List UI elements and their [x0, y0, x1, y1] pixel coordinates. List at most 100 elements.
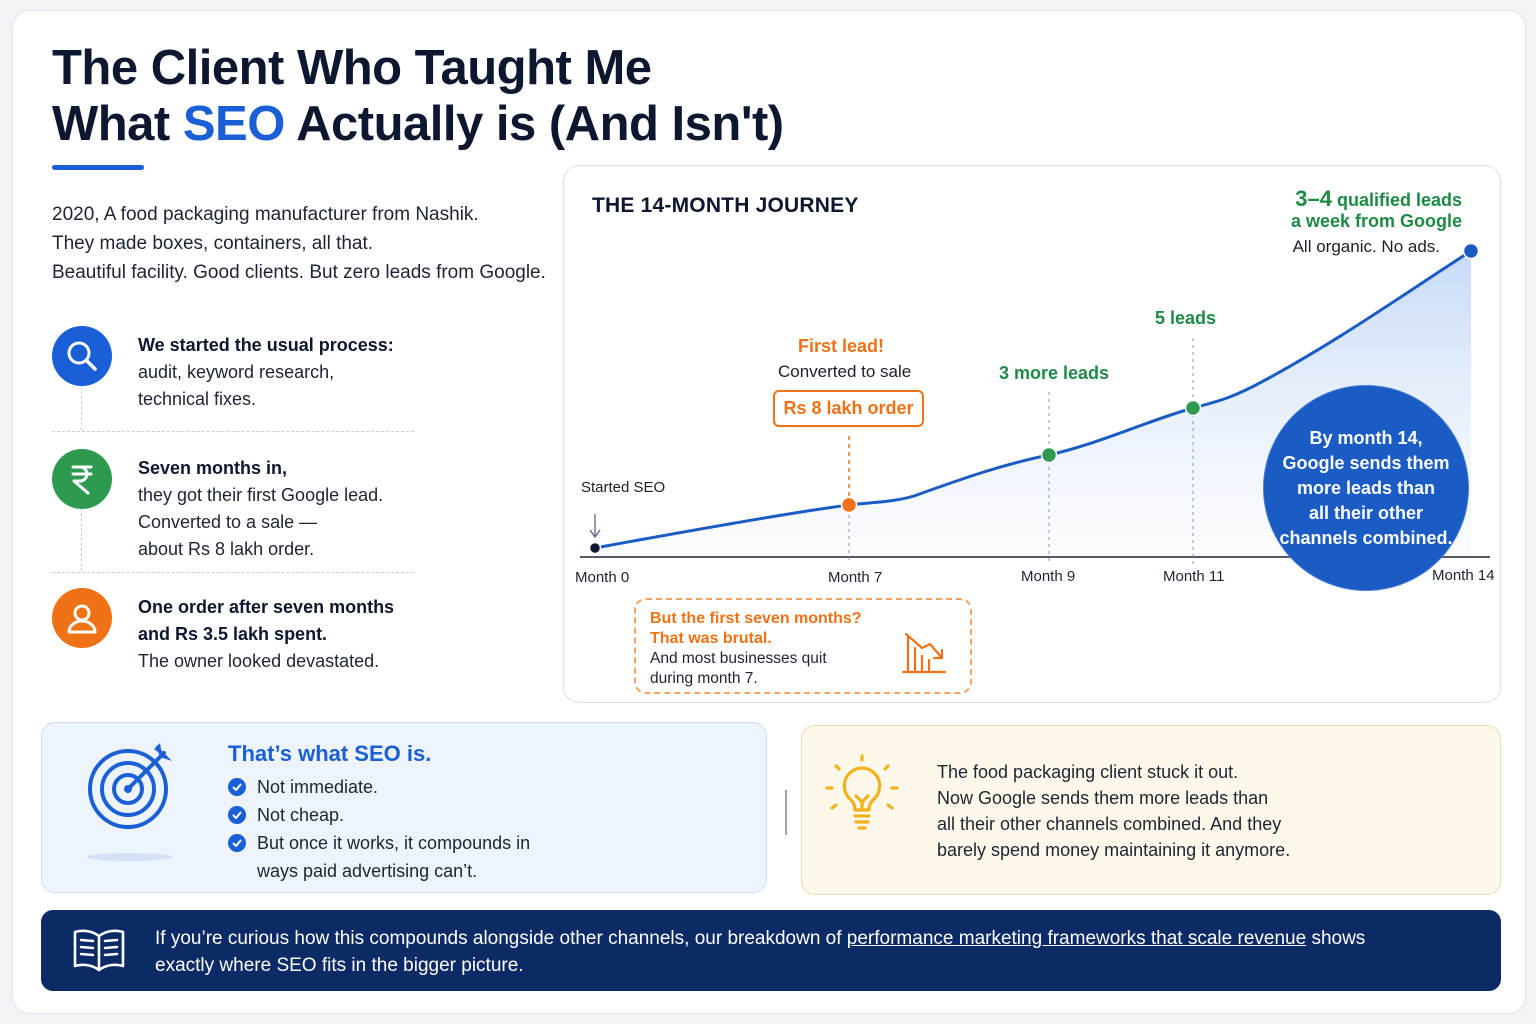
title-line-2-pre: What: [52, 97, 183, 151]
step-body: about Rs 8 lakh order.: [138, 539, 315, 559]
check-icon: [228, 806, 246, 824]
month-9-label: 3 more leads: [999, 363, 1110, 383]
outcome-box: The food packaging client stuck it out. …: [801, 725, 1501, 895]
order-badge: Rs 8 lakh order: [773, 390, 924, 427]
step-body: technical fixes.: [138, 389, 257, 409]
check-icon: [228, 778, 246, 796]
step-text: Seven months in, they got their first Go…: [138, 455, 438, 563]
callout-body-line: And most businesses quit: [650, 650, 827, 667]
user-icon: [52, 588, 112, 648]
start-label: Started SEO: [581, 479, 666, 496]
first-lead-sub: Converted to sale: [778, 362, 912, 381]
step-connector: [81, 386, 82, 430]
step-text: One order after seven months and Rs 3.5 …: [138, 594, 438, 675]
first-lead-label: First lead!: [798, 336, 885, 356]
month-14-count: 3–4: [1295, 186, 1332, 211]
title-line-2: What SEO Actually is (And Isn't): [52, 96, 784, 152]
list-item: Not immediate.: [228, 773, 530, 801]
outcome-text: The food packaging client stuck it out. …: [937, 759, 1290, 863]
list-item-text: Not cheap.: [257, 805, 345, 825]
step-connector: [81, 508, 82, 571]
search-icon: [52, 326, 112, 386]
section-divider: [785, 790, 787, 835]
lightbulb-icon: [825, 754, 899, 830]
step-heading: One order after seven months: [138, 597, 395, 617]
open-book-icon: [73, 929, 125, 972]
start-arrow-head: [589, 529, 601, 539]
outcome-line: Now Google sends them more leads than: [937, 788, 1269, 808]
month-14-line-1: qualified leads: [1331, 190, 1462, 210]
banner-text: If you’re curious how this compounds alo…: [155, 925, 1365, 979]
month-14-summary-badge: By month 14, Google sends them more lead…: [1264, 386, 1468, 590]
banner-text-post: shows: [1306, 928, 1366, 949]
list-item: But once it works, it compounds in ways p…: [228, 829, 530, 885]
step-heading: Seven months in,: [138, 458, 288, 478]
check-icon: [228, 834, 246, 852]
step-body: Converted to a sale —: [138, 512, 318, 532]
callout-body-line: during month 7.: [650, 670, 758, 687]
step-heading: We started the usual process:: [138, 335, 394, 355]
step-body: they got their first Google lead.: [138, 485, 384, 505]
banner-line-2: exactly where SEO fits in the bigger pic…: [155, 955, 524, 976]
callout-title-line: That was brutal.: [650, 630, 772, 647]
list-item-text-continued: ways paid advertising can’t.: [257, 861, 478, 881]
badge-line: channels combined.: [1279, 527, 1453, 548]
outcome-line: barely spend money maintaining it anymor…: [937, 840, 1291, 860]
outcome-line: The food packaging client stuck it out.: [937, 762, 1239, 782]
step-body: The owner looked devastated.: [138, 651, 380, 671]
data-point-month-14: [1462, 242, 1480, 260]
badge-line: By month 14,: [1309, 427, 1423, 448]
performance-marketing-link[interactable]: performance marketing frameworks that sc…: [846, 928, 1307, 949]
callout-title-line: But the first seven months?: [650, 610, 862, 627]
chart-title: THE 14-MONTH JOURNEY: [592, 194, 859, 217]
badge-line: more leads than: [1296, 477, 1436, 498]
intro-text: 2020, A food packaging manufacturer from…: [52, 200, 552, 287]
step-heading: and Rs 3.5 lakh spent.: [138, 624, 328, 644]
tick-month-7: Month 7: [828, 569, 883, 586]
tick-month-9: Month 9: [1021, 568, 1076, 585]
outcome-line: all their other channels combined. And t…: [937, 814, 1282, 834]
brutal-months-callout: But the first seven months? That was bru…: [634, 598, 972, 694]
tick-month-11: Month 11: [1163, 568, 1225, 585]
target-icon: [88, 743, 172, 829]
title-line-2-post: Actually is (And Isn't): [284, 97, 784, 151]
step-text: We started the usual process: audit, key…: [138, 332, 438, 413]
month-14-sub: All organic. No ads.: [1292, 237, 1440, 256]
target-shadow: [86, 853, 172, 861]
rupee-icon: [52, 449, 112, 509]
callout-body: And most businesses quit during month 7.: [650, 649, 827, 689]
seo-traits-list: Not immediate. Not cheap. But once it wo…: [228, 773, 530, 885]
list-item-text: But once it works, it compounds in: [257, 833, 531, 853]
banner-text-pre: If you’re curious how this compounds alo…: [155, 928, 847, 949]
banner-line-1: If you’re curious how this compounds alo…: [155, 925, 1365, 952]
title-highlight: SEO: [182, 97, 285, 151]
list-item-text: Not immediate.: [257, 777, 379, 797]
month-14-label: 3–4 qualified leads: [1295, 186, 1462, 212]
badge-line: all their other: [1308, 502, 1423, 523]
data-point-month-7: [840, 496, 858, 514]
step-body: audit, keyword research,: [138, 362, 335, 382]
badge-line: Google sends them: [1282, 452, 1450, 473]
title-underline: [52, 165, 144, 170]
intro-line: Beautiful facility. Good clients. But ze…: [52, 262, 546, 283]
seo-definition-box: That’s what SEO is. Not immediate. Not c…: [41, 722, 767, 893]
step-divider: [52, 572, 414, 573]
journey-chart-panel: THE 14-MONTH JOURNEY Started SEO First l…: [563, 165, 1501, 703]
tick-month-0: Month 0: [575, 569, 630, 586]
intro-line: They made boxes, containers, all that.: [52, 233, 374, 254]
data-point-month-11: [1184, 399, 1202, 417]
footer-banner: If you’re curious how this compounds alo…: [41, 910, 1501, 991]
intro-line: 2020, A food packaging manufacturer from…: [52, 204, 479, 225]
data-point-month-9: [1040, 446, 1058, 464]
tick-month-14: Month 14: [1432, 567, 1495, 584]
month-14-line-2: a week from Google: [1290, 211, 1462, 231]
growth-area: [595, 251, 1471, 557]
data-point-month-0: [588, 541, 602, 555]
title-line-1: The Client Who Taught Me: [52, 41, 652, 95]
list-item: Not cheap.: [228, 801, 530, 829]
step-divider: [52, 431, 414, 432]
month-11-label: 5 leads: [1155, 308, 1217, 328]
callout-title: But the first seven months? That was bru…: [650, 609, 862, 649]
page-title: The Client Who Taught Me What SEO Actual…: [52, 40, 784, 152]
seo-box-title: That’s what SEO is.: [228, 741, 432, 766]
